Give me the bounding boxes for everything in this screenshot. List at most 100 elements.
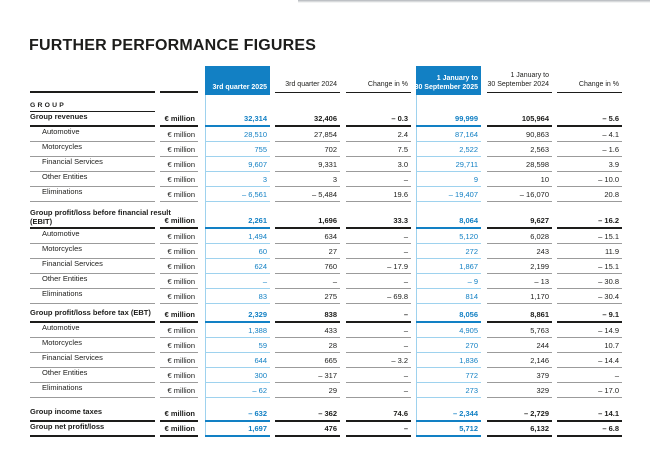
- value-cell-ytd-2025: 1,867: [416, 259, 481, 274]
- value-cell-change-ytd: – 14.9: [557, 323, 622, 338]
- value-cell-change-q3: – 69.8: [346, 289, 411, 304]
- column-header-line: Change in %: [367, 80, 408, 88]
- value-cell-ytd-2025: – 19,407: [416, 187, 481, 202]
- value-cell-change-ytd: – 14.1: [557, 407, 622, 422]
- value-cell-q3-2025: – 632: [205, 407, 270, 422]
- value-cell-ytd-2025: 814: [416, 289, 481, 304]
- value-cell-change-ytd: – 17.0: [557, 383, 622, 398]
- row-label: Group profit/loss before financial resul…: [30, 208, 171, 229]
- value-cell-ytd-2024: 2,146: [487, 353, 552, 368]
- value-cell-q3-2024: 476: [275, 422, 340, 437]
- row-unit: € million: [160, 407, 198, 422]
- header-rule-unit-column: [160, 91, 198, 93]
- column-header-ytd-2024: 1 January to 30 September 2024: [487, 60, 552, 93]
- value-cell-change-q3: –: [346, 308, 411, 323]
- value-cell-ytd-2024: 329: [487, 383, 552, 398]
- value-cell-ytd-2024: 243: [487, 244, 552, 259]
- value-cell-ytd-2025: – 2,344: [416, 407, 481, 422]
- value-cell-q3-2025: – 6,561: [205, 187, 270, 202]
- value-cell-change-ytd: – 14.4: [557, 353, 622, 368]
- value-cell-q3-2024: 9,331: [275, 157, 340, 172]
- value-cell-ytd-2024: – 13: [487, 274, 552, 289]
- value-cell-ytd-2024: 90,863: [487, 127, 552, 142]
- row-unit: € million: [160, 157, 198, 172]
- table-row: Other Entities € million 3 3–9 10– 10.0: [0, 172, 650, 187]
- table-row: Motorcycles € million 60 27–272 243 11.9: [0, 244, 650, 259]
- row-label-line: Financial Services: [42, 259, 103, 268]
- row-unit: € million: [160, 383, 198, 398]
- row-unit: € million: [160, 368, 198, 383]
- highlight-column-line-q3-2025: [205, 95, 206, 437]
- value-cell-change-ytd: 3.9: [557, 157, 622, 172]
- value-cell-q3-2024: 634: [275, 229, 340, 244]
- value-cell-q3-2025: 2,329: [205, 308, 270, 323]
- row-unit: € million: [160, 274, 198, 289]
- value-cell-q3-2025: 1,697: [205, 422, 270, 437]
- value-cell-change-ytd: – 1.6: [557, 142, 622, 157]
- table-row: Motorcycles € million 755 702 7.5 2,522 2,563–…: [0, 142, 650, 157]
- section-header-row: GROUP: [0, 96, 650, 112]
- value-cell-change-ytd: 10.7: [557, 338, 622, 353]
- table-row: Eliminations € million – 62 29–273 329 – 17.0: [0, 383, 650, 398]
- column-header-line: 30 September 2025: [414, 83, 478, 91]
- row-label: Other Entities: [30, 274, 155, 289]
- value-cell-ytd-2024: 8,861: [487, 308, 552, 323]
- value-cell-change-q3: –: [346, 323, 411, 338]
- row-unit: € million: [160, 208, 198, 229]
- row-unit: € million: [160, 289, 198, 304]
- row-unit: € million: [160, 259, 198, 274]
- value-cell-ytd-2024: – 2,729: [487, 407, 552, 422]
- row-unit: € million: [160, 127, 198, 142]
- value-cell-q3-2025: 9,607: [205, 157, 270, 172]
- row-label-line: Eliminations: [42, 289, 83, 298]
- column-header-ytd-2025: 1 January to 30 September 2025: [414, 66, 481, 95]
- value-cell-change-q3: –: [346, 338, 411, 353]
- row-label: Other Entities: [30, 368, 155, 383]
- value-cell-ytd-2024: 2,563: [487, 142, 552, 157]
- value-cell-q3-2025: 28,510: [205, 127, 270, 142]
- value-cell-ytd-2025: 1,836: [416, 353, 481, 368]
- value-cell-q3-2024: 665: [275, 353, 340, 368]
- value-cell-q3-2025: – 62: [205, 383, 270, 398]
- column-header-change-ytd: Change in %: [557, 60, 622, 93]
- row-label-line: Financial Services: [42, 157, 103, 166]
- value-cell-q3-2025: 2,261: [205, 208, 270, 229]
- value-cell-q3-2025: 300: [205, 368, 270, 383]
- value-cell-change-ytd: – 6.8: [557, 422, 622, 437]
- column-header-q3-2024: 3rd quarter 2024: [275, 60, 340, 93]
- value-cell-q3-2025: 60: [205, 244, 270, 259]
- row-label-line: Automotive: [42, 323, 80, 332]
- table-row: Group income taxes € million – 632 – 362 74.…: [0, 407, 650, 422]
- row-label-line: Motorcycles: [42, 142, 83, 151]
- table-row: Group net profit/loss € million 1,697 476–5…: [0, 422, 650, 437]
- table-row: Group profit/loss before financial resul…: [0, 208, 650, 229]
- column-header-line: 1 January to: [510, 72, 549, 79]
- value-cell-q3-2024: 27,854: [275, 127, 340, 142]
- row-label: Group revenues: [30, 112, 155, 127]
- value-cell-change-ytd: – 15.1: [557, 259, 622, 274]
- value-cell-ytd-2025: 772: [416, 368, 481, 383]
- value-cell-change-ytd: 11.9: [557, 244, 622, 259]
- row-label-line: Group revenues: [30, 112, 88, 121]
- value-cell-ytd-2025: 8,064: [416, 208, 481, 229]
- row-unit: € million: [160, 229, 198, 244]
- row-label: Other Entities: [30, 172, 155, 187]
- value-cell-q3-2024: 28: [275, 338, 340, 353]
- value-cell-ytd-2025: 272: [416, 244, 481, 259]
- value-cell-q3-2024: 27: [275, 244, 340, 259]
- value-cell-q3-2025: 1,388: [205, 323, 270, 338]
- value-cell-change-q3: –: [346, 383, 411, 398]
- row-label-line: Other Entities: [42, 368, 88, 377]
- table-row: Eliminations € million 83 275 – 69.8 814 1,170…: [0, 289, 650, 304]
- row-label-line: (EBIT): [30, 217, 53, 226]
- row-label: Group net profit/loss: [30, 422, 155, 437]
- column-header-line: 3rd quarter 2024: [285, 80, 337, 88]
- row-unit: € million: [160, 308, 198, 323]
- row-label-line: Eliminations: [42, 187, 83, 196]
- value-cell-q3-2024: 760: [275, 259, 340, 274]
- table-row: Automotive € million 1,494 634–5,120 6,028 – …: [0, 229, 650, 244]
- value-cell-change-ytd: – 4.1: [557, 127, 622, 142]
- value-cell-q3-2025: 3: [205, 172, 270, 187]
- value-cell-q3-2025: 32,314: [205, 112, 270, 127]
- row-unit: € million: [160, 323, 198, 338]
